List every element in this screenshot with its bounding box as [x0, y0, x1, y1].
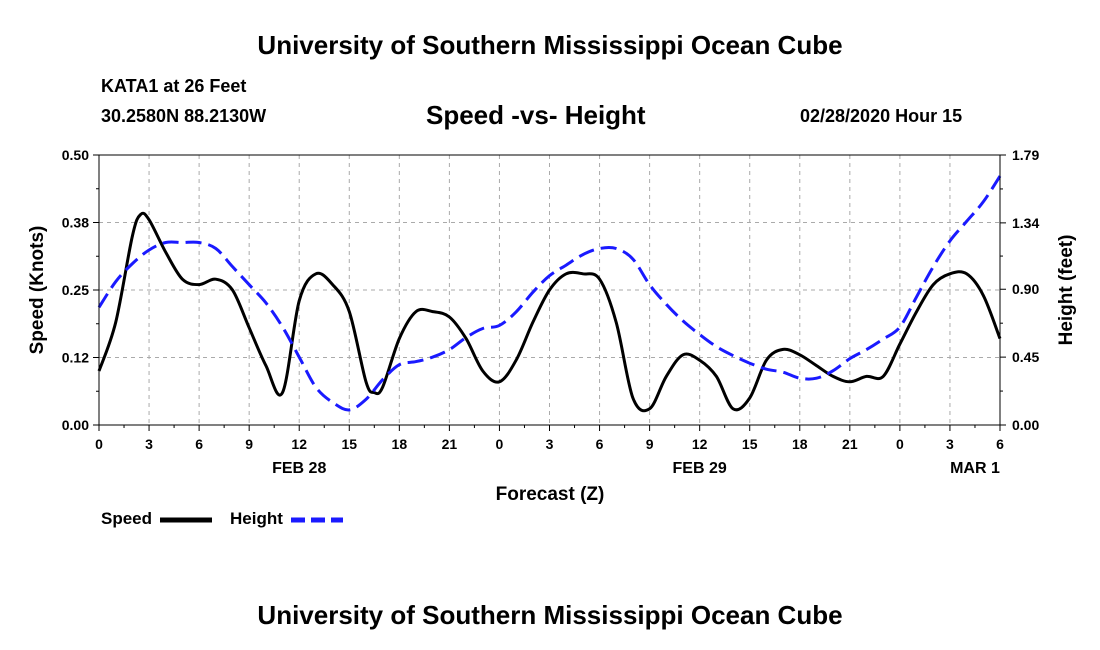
y-tick-label: 0.25	[62, 282, 89, 298]
x-tick-label: 6	[996, 436, 1004, 452]
y-tick-label: 0.12	[62, 350, 89, 366]
x-tick-label: 6	[596, 436, 604, 452]
x-tick-label: 0	[95, 436, 103, 452]
x-tick-label: 21	[442, 436, 458, 452]
y-axis-label: Speed (Knots)	[27, 226, 48, 355]
y-tick-label: 0.00	[62, 417, 89, 433]
x-tick-label: 18	[792, 436, 808, 452]
x-tick-label: 3	[546, 436, 554, 452]
x-tick-label: 9	[245, 436, 253, 452]
grid-lines	[99, 155, 1000, 425]
y2-axis-label: Height (feet)	[1056, 235, 1077, 346]
page-title: University of Southern Mississippi Ocean…	[257, 30, 843, 60]
y2-tick-label: 0.90	[1012, 281, 1039, 297]
y-tick-label: 0.50	[62, 147, 89, 163]
date-label: FEB 28	[272, 460, 326, 477]
legend-height-label: Height	[230, 509, 283, 528]
y2-tick-label: 0.00	[1012, 417, 1039, 433]
station-label: KATA1 at 26 Feet	[101, 76, 247, 96]
coordinates-label: 30.2580N 88.2130W	[101, 106, 267, 126]
x-tick-label: 15	[341, 436, 357, 452]
x-axis-label: Forecast (Z)	[496, 484, 605, 505]
height-series-line	[97, 175, 1002, 412]
x-tick-label: 0	[496, 436, 504, 452]
x-tick-label: 0	[896, 436, 904, 452]
series-layer	[97, 175, 1002, 413]
speed-series-line	[97, 211, 1002, 413]
tick-labels: 0 3 6 9 12 15 18 21 0 3 6 9 12 15 18 21 0 3 6 FEB 28 FEB 29 M…	[62, 147, 1040, 477]
x-tick-label: 12	[692, 436, 708, 452]
footer-title: University of Southern Mississippi Ocean…	[257, 600, 843, 630]
x-tick-label: 18	[392, 436, 408, 452]
date-label: MAR 1	[950, 460, 1000, 477]
x-tick-label: 12	[291, 436, 307, 452]
x-tick-label: 21	[842, 436, 858, 452]
speed-height-chart: 0 3 6 9 12 15 18 21 0 3 6 9 12 15 18 21 0 3 6 FEB 28 FEB 29 M…	[27, 147, 1077, 528]
datetime-label: 02/28/2020 Hour 15	[800, 106, 963, 126]
x-tick-label: 9	[646, 436, 654, 452]
x-tick-label: 3	[946, 436, 954, 452]
y2-tick-label: 1.34	[1012, 215, 1039, 231]
chart-title: Speed -vs- Height	[426, 100, 646, 130]
y2-tick-label: 1.79	[1012, 147, 1039, 163]
x-tick-label: 6	[195, 436, 203, 452]
x-tick-label: 15	[742, 436, 758, 452]
y-tick-label: 0.38	[62, 215, 89, 231]
x-tick-label: 3	[145, 436, 153, 452]
date-label: FEB 29	[673, 460, 727, 477]
legend-speed-label: Speed	[101, 509, 152, 528]
legend: Speed Height	[101, 509, 343, 528]
y2-tick-label: 0.45	[1012, 349, 1039, 365]
axes	[93, 154, 1006, 431]
